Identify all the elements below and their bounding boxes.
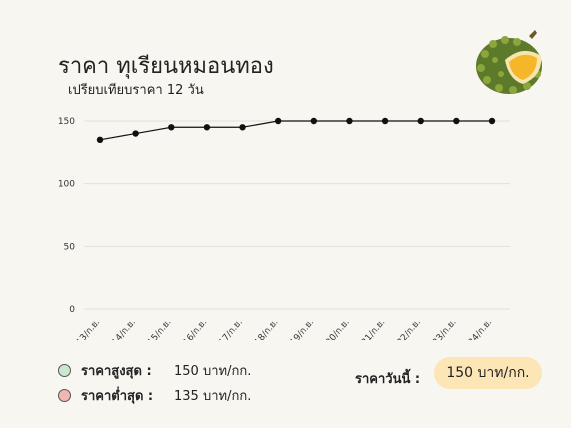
x-tick-label: 16/ก.ย. [182, 318, 210, 340]
x-tick-label: 20/ก.ย. [324, 318, 352, 340]
x-tick-label: 18/ก.ย. [253, 318, 281, 340]
max-dot [58, 364, 71, 377]
y-tick-label: 0 [69, 305, 75, 315]
data-point [239, 124, 246, 131]
today-price-value: 150 บาท/กก. [446, 365, 530, 381]
data-point [132, 130, 139, 137]
series-line [99, 120, 492, 141]
today-price-badge: 150 บาท/กก. [434, 357, 542, 389]
x-tick-label: 23/ก.ย. [431, 318, 459, 340]
today-price-label: ราคาวันนี้ : [355, 372, 421, 387]
line-chart: 0 50 100 150 13/ก.ย. 14/ก.ย. 15/ก.ย. 16/ก.ย. 17… [58, 117, 510, 340]
data-point [310, 117, 318, 125]
chart-subtitle: เปรียบเทียบราคา 12 วัน [68, 83, 204, 98]
durian-icon [476, 30, 542, 94]
x-tick-label: 24/ก.ย. [467, 318, 495, 340]
x-tick-label: 19/ก.ย. [289, 318, 317, 340]
x-tick-label: 17/ก.ย. [217, 318, 245, 340]
x-tick-label: 13/ก.ย. [75, 318, 103, 340]
data-point [381, 117, 389, 125]
chart-title: ราคา ทุเรียนหมอนทอง [58, 54, 274, 79]
max-price-value: 150 บาท/กก. [174, 364, 252, 379]
x-axis-ticks: 13/ก.ย. 14/ก.ย. 15/ก.ย. 16/ก.ย. 17/ก.ย. 18/ก.… [75, 318, 495, 340]
series-points [96, 117, 496, 143]
legend-min: ราคาต่ำสุด : 135 บาท/กก. [58, 385, 251, 406]
min-dot [58, 389, 71, 402]
x-tick-label: 14/ก.ย. [110, 318, 138, 340]
data-point [346, 117, 353, 125]
legend-max: ราคาสูงสุด : 150 บาท/กก. [58, 360, 251, 381]
data-point [488, 117, 496, 125]
data-point [274, 117, 282, 125]
x-tick-label: 22/ก.ย. [395, 318, 423, 340]
x-tick-label: 21/ก.ย. [360, 318, 388, 340]
data-point [203, 124, 211, 131]
y-axis-ticks: 0 50 100 150 [58, 117, 75, 315]
min-price-value: 135 บาท/กก. [174, 389, 252, 404]
min-price-label: ราคาต่ำสุด : [81, 389, 154, 404]
data-point [168, 124, 175, 131]
x-tick-label: 15/ก.ย. [146, 318, 174, 340]
price-line [99, 120, 492, 141]
y-tick-label: 100 [58, 180, 75, 190]
data-point [453, 117, 460, 125]
y-tick-label: 150 [58, 117, 75, 127]
y-tick-label: 50 [64, 242, 76, 252]
max-price-label: ราคาสูงสุด : [81, 364, 152, 379]
data-point [96, 136, 104, 143]
grid-lines [84, 120, 510, 310]
data-point [417, 117, 424, 125]
